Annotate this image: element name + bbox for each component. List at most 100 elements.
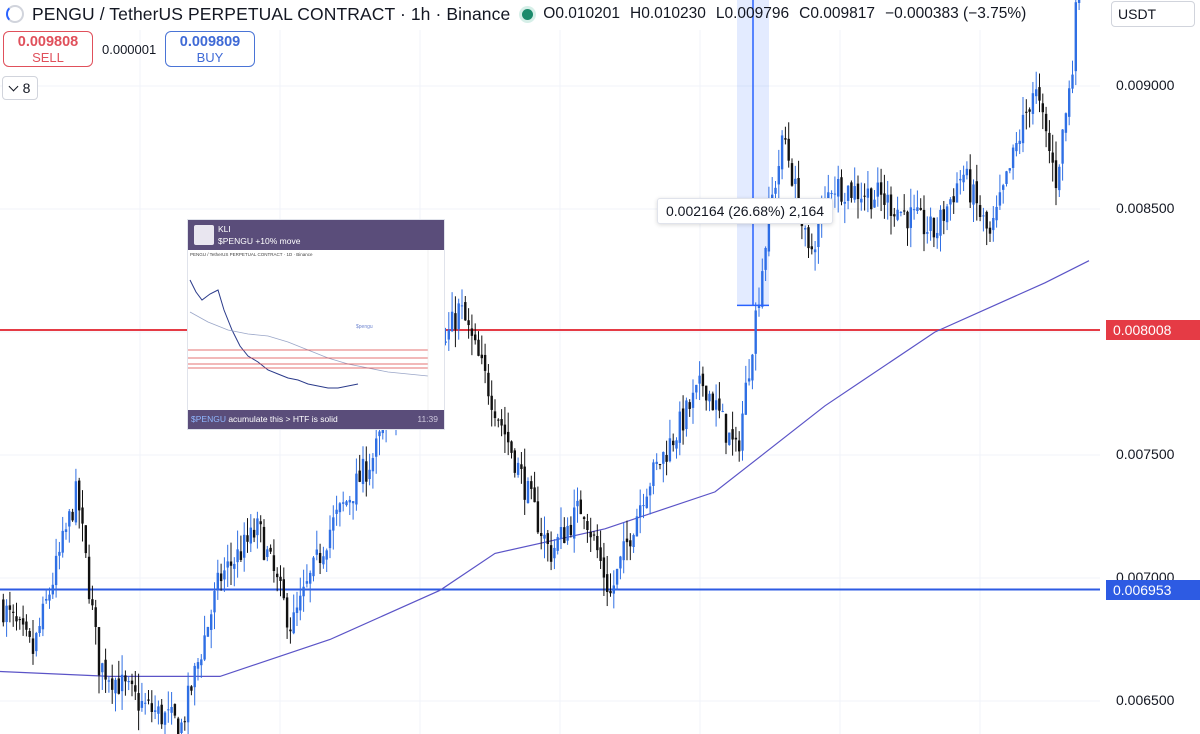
candle-body <box>685 400 688 430</box>
candle-body <box>804 228 807 230</box>
candle-body <box>672 440 675 446</box>
post-time: 11:39 <box>417 414 438 424</box>
candle-body <box>12 611 15 613</box>
candle-body <box>978 205 982 217</box>
candle-body <box>355 473 358 505</box>
candle-body <box>553 547 556 559</box>
candle-body <box>186 685 190 723</box>
candle-body <box>530 481 533 489</box>
candle-body <box>794 178 797 185</box>
candle-body <box>860 198 863 203</box>
candle-body <box>767 204 771 252</box>
candle-body <box>507 431 510 443</box>
candle-body <box>751 354 754 381</box>
candle-body <box>969 169 972 203</box>
candle-body <box>642 505 645 507</box>
symbol-title[interactable]: PENGU / TetherUS PERPETUAL CONTRACT · 1h… <box>32 3 511 24</box>
candle-body <box>157 706 160 714</box>
candle-body <box>1035 89 1038 97</box>
y-tick-label: 0.006500 <box>1116 692 1175 708</box>
buy-button[interactable]: 0.009809 BUY <box>165 31 255 67</box>
sell-label: SELL <box>32 50 64 65</box>
candle-body <box>563 527 566 544</box>
candle-body <box>206 626 210 637</box>
candle-body <box>625 538 629 543</box>
symbol-logo[interactable] <box>6 5 24 23</box>
candle-body <box>35 633 38 652</box>
candle-body <box>1011 147 1015 168</box>
candle-body <box>243 534 246 558</box>
candle-body <box>724 413 728 443</box>
candle-body <box>827 192 830 202</box>
candle-body <box>272 555 276 571</box>
sell-button[interactable]: 0.009808 SELL <box>3 31 93 67</box>
candle-body <box>269 547 272 552</box>
candle-body <box>846 185 850 201</box>
candle-body <box>1041 103 1044 113</box>
candle-body <box>711 393 714 411</box>
candle-body <box>1054 160 1058 189</box>
candle-body <box>134 685 137 692</box>
candle-body <box>1008 168 1011 171</box>
candle-body <box>635 516 639 537</box>
candles <box>2 0 1081 734</box>
candle-body <box>761 271 764 307</box>
candle-body <box>342 502 345 504</box>
candle-body <box>889 194 893 216</box>
candle-body <box>1074 2 1077 72</box>
candle-body <box>926 232 929 234</box>
candle-body <box>589 531 592 538</box>
candle-body <box>813 249 817 253</box>
candle-body <box>886 194 889 203</box>
candle-body <box>51 584 54 595</box>
candle-body <box>78 480 81 511</box>
candle-body <box>8 605 12 610</box>
candle-body <box>1028 109 1031 112</box>
currency-selector[interactable]: USDT <box>1111 1 1195 27</box>
candle-body <box>870 188 873 210</box>
candle-body <box>21 618 25 625</box>
candle-body <box>368 469 371 480</box>
candle-body <box>1051 152 1054 163</box>
buy-price: 0.009809 <box>179 34 241 50</box>
candle-body <box>992 217 995 231</box>
candle-body <box>378 431 381 437</box>
indicators-count: 8 <box>22 80 31 96</box>
candle-body <box>295 607 299 614</box>
candle-body <box>177 718 180 734</box>
candle-body <box>830 193 833 195</box>
candle-body <box>701 373 705 387</box>
candle-body <box>107 680 111 682</box>
candle-body <box>54 555 58 586</box>
candle-body <box>480 354 483 359</box>
candle-body <box>500 419 503 426</box>
candle-body <box>84 525 87 554</box>
candle-body <box>104 659 107 680</box>
candle-body <box>444 341 447 343</box>
ohlc-change: −0.000383 (−3.75%) <box>885 5 1027 22</box>
candle-body <box>252 529 256 538</box>
candle-body <box>332 517 335 531</box>
candle-body <box>523 466 526 500</box>
candle-body <box>734 437 738 440</box>
candle-body <box>606 574 609 593</box>
candle-body <box>167 709 170 711</box>
candle-body <box>850 182 853 198</box>
candle-body <box>1002 185 1005 190</box>
indicators-toggle-button[interactable]: 8 <box>2 76 38 100</box>
candle-body <box>853 186 856 200</box>
candle-body <box>1025 111 1028 113</box>
candle-body <box>348 499 351 503</box>
candle-body <box>150 703 153 712</box>
candle-body <box>774 187 777 194</box>
candle-body <box>124 675 127 682</box>
candle-body <box>1048 132 1051 152</box>
candle-body <box>345 501 348 506</box>
candle-body <box>183 721 186 723</box>
candle-body <box>899 211 903 213</box>
candle-body <box>533 487 536 503</box>
candle-body <box>210 614 213 630</box>
candle-body <box>952 196 955 203</box>
candle-body <box>18 619 21 621</box>
